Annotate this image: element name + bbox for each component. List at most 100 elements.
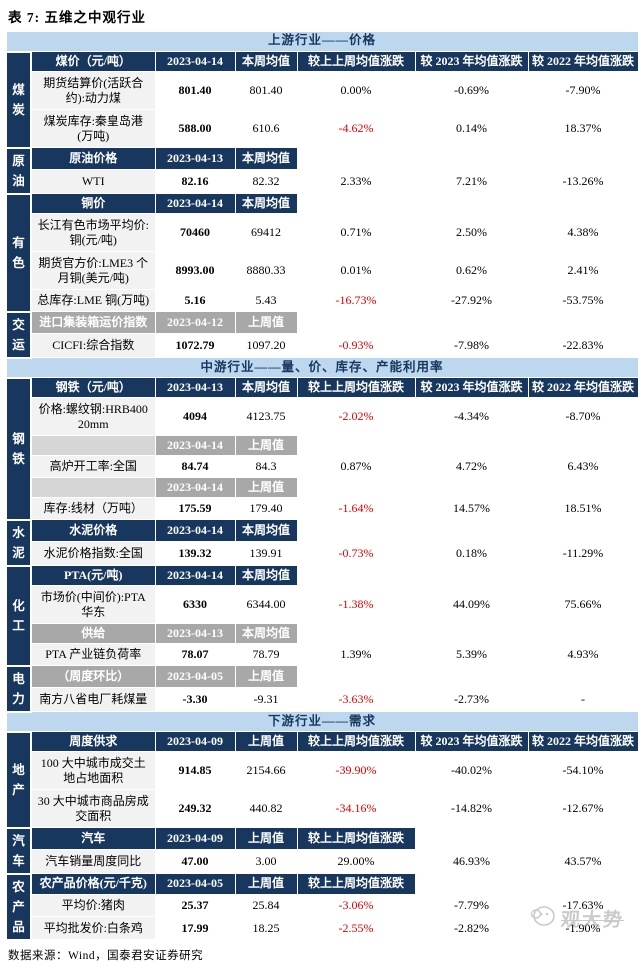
blank-cell: [527, 193, 639, 214]
col-header-week-avg: 本周均值: [234, 519, 298, 542]
col-header-week-avg: 本周均值: [234, 147, 298, 170]
blank-cell: [296, 519, 416, 542]
cell-week-avg: 179.40: [234, 497, 298, 520]
row-label: 汽车销量周度同比: [30, 848, 156, 875]
table-row: 库存:线材（万吨） 175.59 179.40 -1.64% 14.57% 18…: [6, 497, 639, 520]
section-header-coal: 煤炭 煤价（元/吨） 2023-04-14 本周均值 较上上周均值涨跌 较 20…: [5, 50, 639, 149]
industry-label-nonferrous: 有色: [5, 192, 32, 313]
col-header-chg-2022: 较 2022 年均值涨跌: [527, 377, 639, 398]
cell-latest: 70460: [154, 213, 236, 252]
blank-cell: [527, 873, 639, 895]
cell-chg-2023: -40.02%: [414, 751, 529, 790]
blank-cell: [296, 147, 416, 170]
col-header-week-avg: 本周均值: [234, 377, 298, 398]
blank-cell: [296, 565, 416, 586]
cell-chg-2022: -11.29%: [527, 540, 639, 567]
col-header-chg-week: 较上上周均值涨跌: [296, 827, 416, 850]
section-header-cement: 水泥 水泥价格 2023-04-14 本周均值: [5, 518, 639, 567]
cell-chg-week: -34.16%: [296, 789, 416, 828]
cell-week-avg: 18.25: [234, 916, 298, 940]
industry-label-power: 电力: [5, 664, 32, 713]
cell-chg-week: 0.00%: [296, 71, 416, 110]
blank-cell: [527, 565, 639, 586]
col-header-week-avg: 上周值: [234, 873, 298, 895]
col-header-week-avg: 上周值: [234, 665, 298, 688]
col-header-week-avg: 本周均值: [234, 193, 298, 214]
band-midstream: 中游行业——量、价、库存、产能利用率: [5, 357, 639, 378]
blank-cell: [414, 873, 529, 895]
cell-chg-2022: 6.43%: [527, 455, 639, 478]
cell-chg-2023: 7.21%: [414, 168, 529, 195]
cell-week-avg: 1097.20: [234, 332, 298, 359]
col-header-indicator: 铜价: [30, 193, 156, 214]
industry-label-auto: 汽车: [5, 826, 32, 875]
col-header-chg-week: 较上上周均值涨跌: [296, 51, 416, 72]
table-row: 煤炭库存:秦皇岛港(万吨) 588.00 610.6 -4.62% 0.14% …: [6, 109, 639, 148]
cell-week-avg: 610.6: [234, 109, 298, 148]
table-row: CICFI:综合指数 1072.79 1097.20 -0.93% -7.98%…: [6, 332, 639, 359]
cell-chg-2023: 0.62%: [414, 251, 529, 290]
section-header-auto: 汽车 汽车 2023-04-09 上周值 较上上周均值涨跌: [5, 826, 639, 875]
industry-label-agri: 农产品: [5, 872, 32, 941]
cell-chg-2023: -2.82%: [414, 916, 529, 940]
blank-cell: [414, 565, 529, 586]
cell-chg-week: -4.62%: [296, 109, 416, 148]
cell-week-avg: 8880.33: [234, 251, 298, 290]
cell-chg-2022: -8.70%: [527, 397, 639, 436]
sub-header-week-avg: 本周均值: [234, 623, 298, 644]
cell-chg-2022: -53.75%: [527, 289, 639, 312]
cell-latest: 249.32: [154, 789, 236, 828]
cell-chg-week: -1.38%: [296, 585, 416, 624]
cell-chg-2022: -: [527, 686, 639, 713]
blank-cell: [414, 311, 529, 334]
col-header-date: 2023-04-12: [154, 311, 236, 334]
blank-cell: [414, 665, 529, 688]
cell-chg-2023: -0.69%: [414, 71, 529, 110]
band-downstream: 下游行业——需求: [5, 711, 639, 732]
table-row: 100 大中城市成交土地占地面积 914.85 2154.66 -39.90% …: [6, 751, 639, 790]
sub-header-label: [30, 477, 156, 498]
cell-latest: 4094: [154, 397, 236, 436]
cell-week-avg: 5.43: [234, 289, 298, 312]
cell-week-avg: 440.82: [234, 789, 298, 828]
blank-cell: [527, 623, 639, 644]
industry-label-cement: 水泥: [5, 518, 32, 567]
col-header-indicator: 煤价（元/吨）: [30, 51, 156, 72]
blank-cell: [527, 311, 639, 334]
col-header-date: 2023-04-05: [154, 665, 236, 688]
col-header-chg-week: 较上上周均值涨跌: [296, 377, 416, 398]
table-row: 水泥价格指数:全国 139.32 139.91 -0.73% 0.18% -11…: [6, 540, 639, 567]
cell-chg-2022: 2.41%: [527, 251, 639, 290]
cell-chg-week: 1.39%: [296, 643, 416, 666]
cell-chg-2023: 0.14%: [414, 109, 529, 148]
sub-header-week-avg: 上周值: [234, 435, 298, 456]
col-header-chg-2023: 较 2023 年均值涨跌: [414, 51, 529, 72]
blank-cell: [296, 665, 416, 688]
row-label: 总库存:LME 铜(万吨): [30, 289, 156, 312]
cell-chg-2023: 46.93%: [414, 848, 529, 875]
sub-header-row: 供给 2023-04-13 本周均值: [6, 623, 639, 644]
table-row: 高炉开工率:全国 84.74 84.3 0.87% 4.72% 6.43%: [6, 455, 639, 478]
table-row: 南方八省电厂耗煤量 -3.30 -9.31 -3.63% -2.73% -: [6, 686, 639, 713]
cell-week-avg: 4123.75: [234, 397, 298, 436]
cell-chg-week: -3.06%: [296, 893, 416, 918]
cell-week-avg: 82.32: [234, 168, 298, 195]
row-label: 平均价:猪肉: [30, 893, 156, 918]
cell-chg-week: 0.01%: [296, 251, 416, 290]
col-header-week-avg: 本周均值: [234, 565, 298, 586]
row-label: 高炉开工率:全国: [30, 455, 156, 478]
industry-table: 上游行业——价格 煤炭 煤价（元/吨） 2023-04-14 本周均值 较上上周…: [5, 31, 639, 941]
row-label: 煤炭库存:秦皇岛港(万吨): [30, 109, 156, 148]
page-title: 表 7: 五维之中观行业: [8, 10, 146, 25]
cell-latest: 47.00: [154, 848, 236, 875]
section-header-agri: 农产品 农产品价格(元/千克) 2023-04-05 上周值 较上上周均值涨跌: [5, 872, 639, 941]
blank-cell: [414, 827, 529, 850]
cell-chg-week: 29.00%: [296, 848, 416, 875]
col-header-chg-2022: 较 2022 年均值涨跌: [527, 51, 639, 72]
cell-latest: 6330: [154, 585, 236, 624]
col-header-indicator: 钢铁（元/吨）: [30, 377, 156, 398]
col-header-indicator: 水泥价格: [30, 519, 156, 542]
cell-chg-2022: -12.67%: [527, 789, 639, 828]
table-row: 总库存:LME 铜(万吨) 5.16 5.43 -16.73% -27.92% …: [6, 289, 639, 312]
table-row: WTI 82.16 82.32 2.33% 7.21% -13.26%: [6, 168, 639, 195]
